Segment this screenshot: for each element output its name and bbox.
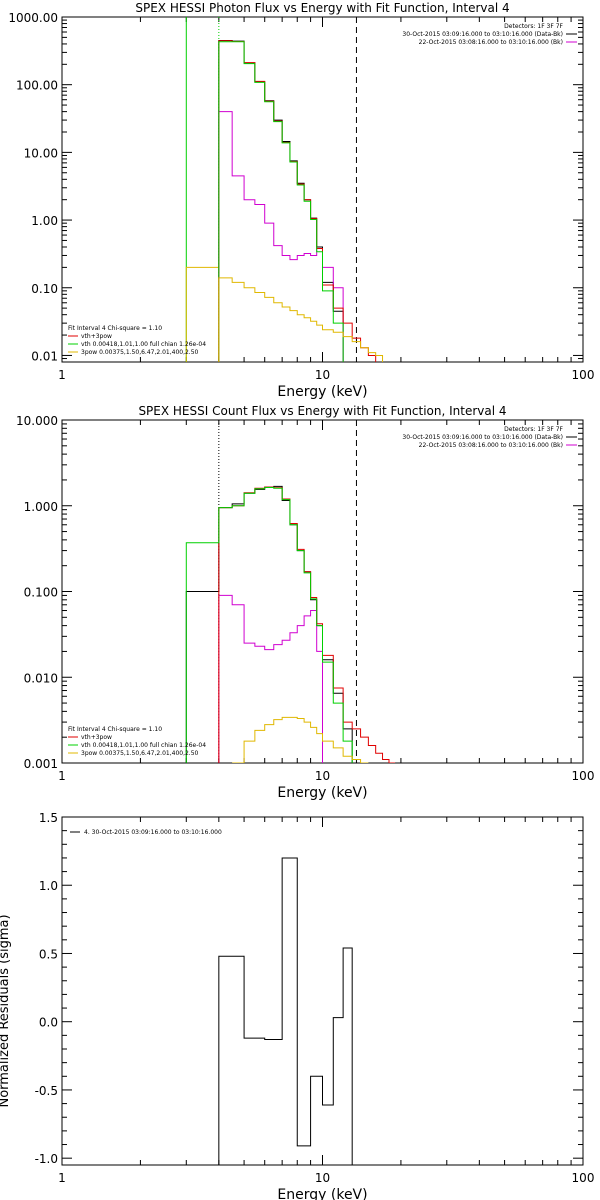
fit-legend-label: vth+3pow xyxy=(81,333,112,340)
series-line-1 xyxy=(185,485,353,763)
fit-legend-header: Fit Interval 4 Chi-square = 1.10 xyxy=(68,726,162,733)
series-line-5 xyxy=(218,277,384,362)
series-line-4 xyxy=(185,487,353,763)
x-axis-label: Energy (keV) xyxy=(277,1187,367,1200)
header-line: 30-Oct-2015 03:09:16.000 to 03:10:16.000… xyxy=(402,434,563,441)
y-tick-label: -0.5 xyxy=(35,1084,58,1098)
series-line-1 xyxy=(218,39,344,362)
y-tick-label: 0.100 xyxy=(24,586,58,600)
chart-title: SPEX HESSI Count Flux vs Energy with Fit… xyxy=(138,404,506,418)
x-tick-label: 100 xyxy=(572,1171,595,1185)
series-line-2 xyxy=(218,111,344,362)
y-axis-label: Normalized Residuals (sigma) xyxy=(0,914,12,1107)
x-axis-label: Energy (keV) xyxy=(277,785,367,801)
x-tick-label: 100 xyxy=(572,769,595,783)
y-tick-label: 10.00 xyxy=(24,146,58,160)
header-line: 30-Oct-2015 03:09:16.000 to 03:10:16.000… xyxy=(402,31,563,38)
y-tick-label: 1000.00 xyxy=(8,11,58,25)
series-step xyxy=(185,266,219,362)
x-tick-label: 10 xyxy=(315,1171,330,1185)
header-line: 22-Oct-2015 03:08:16.000 to 03:10:16.000… xyxy=(419,442,563,449)
series-line-4 xyxy=(218,41,344,362)
y-tick-label: 1.00 xyxy=(31,214,58,228)
header-line: 22-Oct-2015 03:08:16.000 to 03:10:16.000… xyxy=(419,39,563,46)
x-tick-label: 1 xyxy=(58,368,66,382)
y-tick-label: 1.5 xyxy=(39,811,58,825)
chart-panel-2: SPEX HESSI Count Flux vs Energy with Fit… xyxy=(16,404,594,801)
x-axis-label: Energy (keV) xyxy=(277,384,367,400)
plot-frame xyxy=(61,816,584,1166)
chart-title: SPEX HESSI Photon Flux vs Energy with Fi… xyxy=(135,1,509,15)
x-tick-label: 1 xyxy=(58,1171,66,1185)
y-tick-label: 0.001 xyxy=(24,757,58,771)
y-tick-label: 0.5 xyxy=(39,947,58,961)
header-line: Detectors: 1F 3F 7F xyxy=(504,426,563,433)
y-tick-label: 0.01 xyxy=(31,349,58,363)
plot-frame xyxy=(61,16,584,363)
y-tick-label: 0.0 xyxy=(39,1016,58,1030)
chart-panel-1: SPEX HESSI Photon Flux vs Energy with Fi… xyxy=(8,1,594,400)
y-tick-label: 1.0 xyxy=(39,879,58,893)
fit-legend-label: 3pow 0.00375,1.50,6.47,2.01,400,2.50 xyxy=(81,349,199,356)
x-tick-label: 10 xyxy=(315,368,330,382)
series-line-5 xyxy=(232,716,369,763)
header-line: Detectors: 1F 3F 7F xyxy=(504,23,563,30)
fit-legend-header: Fit Interval 4 Chi-square = 1.10 xyxy=(68,325,162,332)
y-tick-label: 10.000 xyxy=(16,414,58,428)
y-tick-label: 100.00 xyxy=(16,79,58,93)
fit-legend-label: vth 0.00418,1.01,1.00 full chian 1.26e-0… xyxy=(81,341,206,348)
chart-panel-3: 1 10 100 Energy (keV) -1.0 -0.5 0.0 0.5 1.0 1.5 No… xyxy=(0,811,594,1200)
series-line-2 xyxy=(218,594,323,763)
fit-legend-label: vth 0.00418,1.01,1.00 full chian 1.26e-0… xyxy=(81,742,206,749)
y-tick-label: 0.10 xyxy=(31,282,58,296)
legend-label: 4. 30-Oct-2015 03:09:16.000 to 03:10:16.… xyxy=(84,829,222,836)
y-tick-label: -1.0 xyxy=(35,1152,58,1166)
x-tick-label: 100 xyxy=(572,368,595,382)
y-tick-label: 1.000 xyxy=(24,500,58,514)
y-tick-label: 0.010 xyxy=(24,671,58,685)
fit-legend-label: 3pow 0.00375,1.50,6.47,2.01,400,2.50 xyxy=(81,750,199,757)
series-line-1 xyxy=(218,857,353,1165)
fit-legend-label: vth+3pow xyxy=(81,734,112,741)
x-tick-label: 1 xyxy=(58,769,66,783)
x-tick-label: 10 xyxy=(315,769,330,783)
